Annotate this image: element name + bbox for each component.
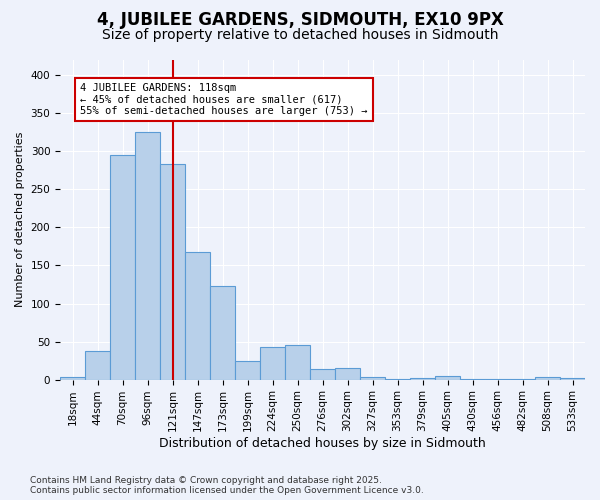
Bar	[535, 376, 560, 380]
Text: Size of property relative to detached houses in Sidmouth: Size of property relative to detached ho…	[102, 28, 498, 42]
Text: Contains HM Land Registry data © Crown copyright and database right 2025.
Contai: Contains HM Land Registry data © Crown c…	[30, 476, 424, 495]
Y-axis label: Number of detached properties: Number of detached properties	[15, 132, 25, 308]
Text: 4, JUBILEE GARDENS, SIDMOUTH, EX10 9PX: 4, JUBILEE GARDENS, SIDMOUTH, EX10 9PX	[97, 11, 503, 29]
Bar	[285, 344, 310, 380]
Bar	[410, 378, 435, 380]
Bar	[460, 379, 485, 380]
Bar	[260, 347, 285, 380]
Bar	[210, 286, 235, 380]
X-axis label: Distribution of detached houses by size in Sidmouth: Distribution of detached houses by size …	[159, 437, 486, 450]
Bar	[110, 155, 135, 380]
Bar	[235, 360, 260, 380]
Bar	[360, 376, 385, 380]
Bar	[560, 378, 585, 380]
Bar	[60, 378, 85, 380]
Bar	[335, 368, 360, 380]
Bar	[310, 369, 335, 380]
Bar	[435, 376, 460, 380]
Bar	[510, 379, 535, 380]
Bar	[160, 164, 185, 380]
Bar	[485, 379, 510, 380]
Bar	[185, 252, 210, 380]
Bar	[135, 132, 160, 380]
Text: 4 JUBILEE GARDENS: 118sqm
← 45% of detached houses are smaller (617)
55% of semi: 4 JUBILEE GARDENS: 118sqm ← 45% of detac…	[80, 83, 368, 116]
Bar	[385, 379, 410, 380]
Bar	[85, 350, 110, 380]
